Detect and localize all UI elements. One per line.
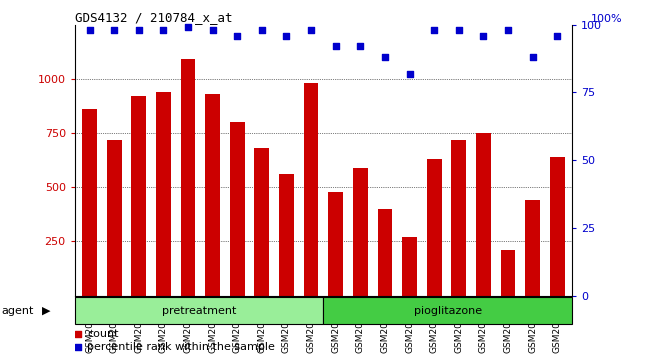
- Point: [429, 27, 439, 33]
- Bar: [230, 122, 244, 296]
- Point: [503, 27, 514, 33]
- Text: pioglitazone: pioglitazone: [413, 306, 482, 316]
- Bar: [378, 209, 393, 296]
- Bar: [328, 192, 343, 296]
- Point: [232, 33, 242, 39]
- Bar: [324, 297, 572, 324]
- Bar: [500, 250, 515, 296]
- Point: [552, 33, 562, 39]
- Bar: [156, 92, 171, 296]
- Point: [527, 55, 538, 60]
- Point: [207, 27, 218, 33]
- Bar: [550, 157, 565, 296]
- Point: [133, 27, 144, 33]
- Bar: [75, 297, 324, 324]
- Text: pretreatment: pretreatment: [162, 306, 236, 316]
- Text: percentile rank within the sample: percentile rank within the sample: [87, 342, 275, 352]
- Point: [404, 71, 415, 76]
- Point: [281, 33, 292, 39]
- Bar: [451, 139, 466, 296]
- Point: [478, 33, 489, 39]
- Point: [454, 27, 464, 33]
- Bar: [402, 237, 417, 296]
- Text: GDS4132 / 210784_x_at: GDS4132 / 210784_x_at: [75, 11, 232, 24]
- Bar: [304, 83, 318, 296]
- Point: [330, 44, 341, 49]
- Bar: [427, 159, 441, 296]
- Point: [380, 55, 390, 60]
- Point: [84, 27, 95, 33]
- Point: [73, 331, 84, 336]
- Bar: [525, 200, 540, 296]
- Y-axis label: 100%: 100%: [591, 14, 623, 24]
- Bar: [205, 94, 220, 296]
- Point: [306, 27, 317, 33]
- Bar: [131, 96, 146, 296]
- Point: [158, 27, 168, 33]
- Point: [183, 25, 193, 30]
- Bar: [82, 109, 97, 296]
- Bar: [254, 148, 269, 296]
- Point: [73, 344, 84, 350]
- Text: ▶: ▶: [42, 306, 51, 316]
- Bar: [279, 174, 294, 296]
- Point: [257, 27, 267, 33]
- Point: [109, 27, 120, 33]
- Bar: [107, 139, 122, 296]
- Bar: [476, 133, 491, 296]
- Text: agent: agent: [1, 306, 34, 316]
- Point: [355, 44, 365, 49]
- Bar: [181, 59, 196, 296]
- Bar: [353, 168, 368, 296]
- Text: count: count: [87, 329, 119, 339]
